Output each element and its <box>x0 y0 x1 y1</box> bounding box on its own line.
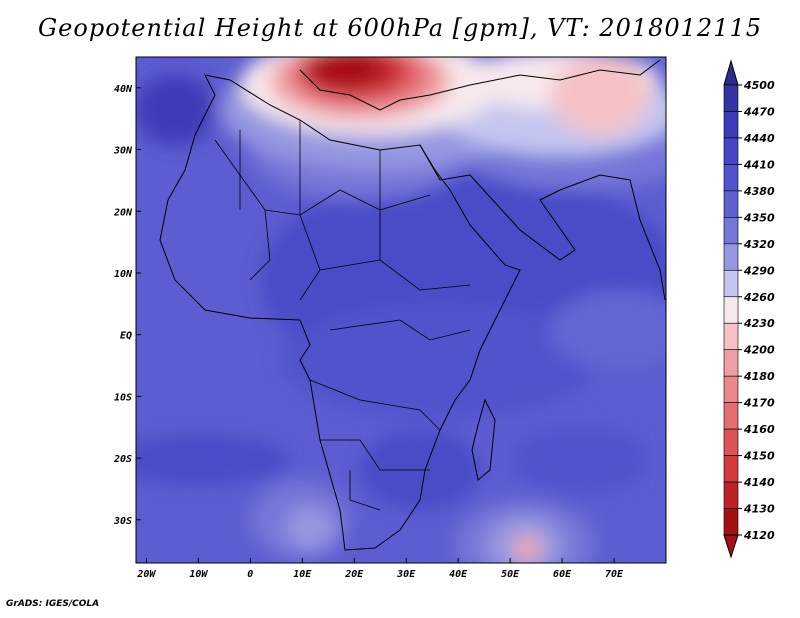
colorbar-label: 4200 <box>743 344 775 357</box>
colorbar-swatch <box>723 84 739 112</box>
colorbar-swatch <box>723 375 739 403</box>
colorbar-swatch <box>723 243 739 271</box>
colorbar-swatch <box>723 164 739 192</box>
lat-tick-label: 30S <box>113 516 132 527</box>
lat-tick-label: EQ <box>120 331 132 342</box>
height-field <box>136 57 666 563</box>
colorbar-label: 4350 <box>743 211 775 224</box>
colorbar-label: 4170 <box>743 397 775 410</box>
colorbar-label: 4440 <box>743 132 775 145</box>
coastlines <box>159 59 666 551</box>
credit-label: GrADS: IGES/COLA <box>6 599 100 609</box>
colorbar-label: 4500 <box>743 79 775 92</box>
colorbar-label: 4160 <box>743 423 775 436</box>
map-frame <box>135 56 667 564</box>
colorbar-swatch <box>723 296 739 324</box>
lat-tick-label: 10N <box>114 269 133 280</box>
lat-tick-label: 40N <box>114 84 133 95</box>
lat-tick-label: 30N <box>113 146 133 157</box>
lon-tick-label: 20E <box>344 569 364 580</box>
lat-tick-label: 20S <box>113 454 132 465</box>
colorbar-max-arrow <box>723 59 739 86</box>
lon-tick-label: 20W <box>136 569 156 580</box>
colorbar-label: 4180 <box>743 370 775 383</box>
lat-tick-label: 10S <box>114 392 132 403</box>
lon-tick-label: 30E <box>396 569 416 580</box>
colorbar-label: 4130 <box>743 503 775 516</box>
lon-tick-label: 10E <box>293 569 312 580</box>
colorbar-label: 4320 <box>743 238 775 251</box>
colorbar-label: 4410 <box>743 158 775 171</box>
country-borders <box>214 120 471 511</box>
lat-tick-label: 20N <box>113 207 133 218</box>
colorbar-swatch <box>723 190 739 218</box>
colorbar-label: 4470 <box>743 105 775 118</box>
colorbar-swatch <box>723 137 739 165</box>
colorbar-label: 4150 <box>743 450 775 463</box>
colorbar-label: 4260 <box>743 291 775 304</box>
colorbar-label: 4120 <box>743 529 775 542</box>
colorbar-swatch <box>723 322 739 351</box>
colorbar-swatch <box>723 269 739 298</box>
longitude-axis: 20W 10W 0 10E 20E 30E 40E 50E 60E 70E <box>136 558 624 580</box>
colorbar-swatch <box>723 349 739 377</box>
lon-tick-label: 10W <box>189 569 208 580</box>
colorbar-label: 4230 <box>743 317 775 330</box>
lon-tick-label: 70E <box>605 569 624 580</box>
colorbar-swatch <box>723 402 739 430</box>
colorbar-swatch <box>723 481 739 509</box>
colorbar-swatch <box>723 508 739 536</box>
latitude-axis: 40N 30N 20N 10N EQ 10S 20S 30S <box>113 84 141 527</box>
colorbar-swatch <box>723 428 739 456</box>
colorbar-swatch <box>723 111 739 139</box>
colorbar-min-arrow <box>723 534 739 559</box>
colorbar: 4500 4470 4440 4410 4380 4350 4320 4290 4260 4230… <box>723 59 775 559</box>
colorbar-label: 4290 <box>743 264 775 277</box>
colorbar-label: 4380 <box>743 185 775 198</box>
colorbar-swatch <box>723 455 739 483</box>
colorbar-swatch <box>723 217 739 245</box>
chart-title: Geopotential Height at 600hPa [gpm], VT:… <box>38 14 762 42</box>
lon-tick-label: 50E <box>501 569 520 580</box>
lon-tick-label: 40E <box>449 569 468 580</box>
colorbar-label: 4140 <box>743 476 775 489</box>
lon-tick-label: 60E <box>553 569 572 580</box>
lon-tick-label: 0 <box>247 569 253 580</box>
